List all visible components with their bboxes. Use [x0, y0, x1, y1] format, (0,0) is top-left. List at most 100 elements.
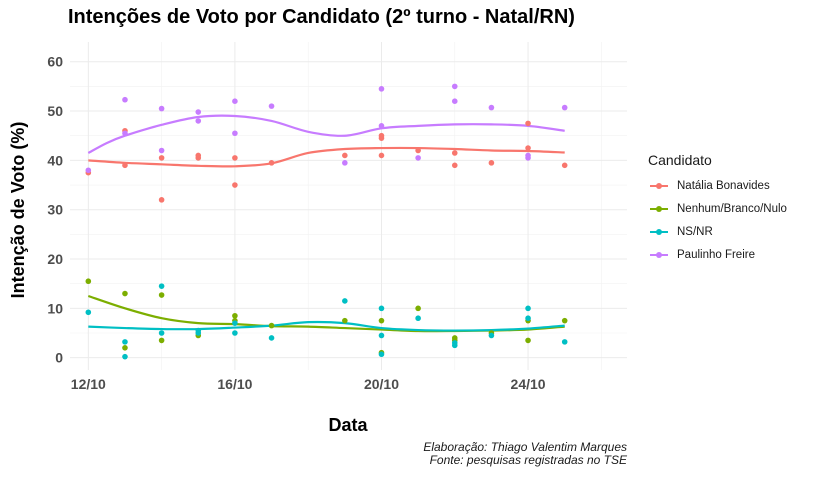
data-point-natalia-bonavides [158, 155, 165, 161]
data-point-nenhum-branco-nulo [378, 317, 385, 324]
caption-line-author: Elaboração: Thiago Valentim Marques [423, 440, 627, 454]
data-point-natalia-bonavides [378, 135, 385, 141]
legend-key [648, 225, 670, 239]
data-point-natalia-bonavides [232, 182, 238, 188]
data-point-ns-nr [488, 332, 495, 339]
data-point-paulinho-freire [122, 96, 128, 103]
legend-label: Nenhum/Branco/Nulo [677, 202, 787, 215]
y-tick-label: 0 [55, 350, 63, 366]
data-point-nenhum-branco-nulo [268, 322, 275, 329]
data-point-paulinho-freire [488, 104, 495, 111]
x-tick-label: 12/10 [71, 376, 106, 392]
legend-item-natalia-bonavides: Natália Bonavides [648, 174, 787, 197]
data-point-ns-nr [195, 330, 202, 336]
data-point-paulinho-freire [525, 155, 531, 161]
legend-key [648, 179, 670, 193]
x-tick-label: 24/10 [511, 376, 546, 392]
data-point-paulinho-freire [122, 130, 128, 137]
legend-label: Natália Bonavides [677, 179, 770, 192]
caption-line-source: Fonte: pesquisas registradas no TSE [429, 453, 627, 467]
data-point-natalia-bonavides [342, 152, 348, 159]
data-point-ns-nr [525, 305, 531, 312]
x-tick-label: 20/10 [364, 376, 399, 392]
data-point-natalia-bonavides [415, 147, 421, 154]
y-tick-label: 40 [47, 152, 63, 168]
trend-line-nenhum-branco-nulo [87, 294, 565, 333]
data-point-natalia-bonavides [488, 160, 495, 166]
data-point-paulinho-freire [232, 98, 238, 104]
x-axis-title: Data [328, 415, 368, 435]
data-point-paulinho-freire [158, 105, 165, 112]
data-point-paulinho-freire [158, 147, 165, 154]
data-point-nenhum-branco-nulo [85, 278, 92, 285]
data-point-ns-nr [378, 305, 385, 312]
data-point-ns-nr [122, 339, 128, 345]
data-point-nenhum-branco-nulo [525, 337, 531, 344]
data-point-paulinho-freire [378, 86, 385, 92]
data-point-ns-nr [232, 330, 238, 336]
trend-layer [87, 114, 565, 333]
data-point-paulinho-freire [451, 83, 458, 90]
data-point-natalia-bonavides [122, 162, 128, 169]
data-point-nenhum-branco-nulo [451, 335, 458, 341]
y-tick-label: 20 [47, 251, 63, 267]
x-tick-label: 16/10 [217, 376, 252, 392]
data-point-nenhum-branco-nulo [158, 337, 165, 344]
data-point-ns-nr [232, 320, 238, 326]
data-point-nenhum-branco-nulo [561, 317, 568, 324]
legend-item-nenhum-branco-nulo: Nenhum/Branco/Nulo [648, 197, 787, 220]
legend-key [648, 202, 670, 216]
data-point-natalia-bonavides [561, 162, 568, 169]
data-point-natalia-bonavides [451, 150, 458, 156]
data-point-nenhum-branco-nulo [232, 312, 238, 319]
legend: Candidato Natália Bonavides Nenhum/Branco… [648, 152, 787, 266]
legend-title: Candidato [648, 152, 712, 168]
data-point-natalia-bonavides [232, 155, 238, 161]
data-point-ns-nr [451, 340, 458, 346]
data-point-nenhum-branco-nulo [342, 317, 348, 324]
legend-label: NS/NR [677, 225, 713, 238]
y-tick-label: 10 [47, 300, 63, 316]
data-point-natalia-bonavides [451, 162, 458, 169]
data-point-nenhum-branco-nulo [122, 290, 128, 297]
y-tick-label: 60 [47, 54, 63, 70]
grid-layer [70, 42, 627, 370]
trend-line-paulinho-freire [87, 114, 565, 154]
point-layer [85, 83, 568, 360]
legend-label: Paulinho Freire [677, 248, 755, 261]
legend-item-ns-nr: NS/NR [648, 220, 787, 243]
data-point-ns-nr [342, 298, 348, 304]
data-point-paulinho-freire [268, 103, 275, 109]
data-point-natalia-bonavides [195, 155, 202, 161]
axis-layer: 0 10 20 30 40 50 60 12/10 16/10 20/10 24/10 [47, 54, 545, 392]
data-point-ns-nr [122, 353, 128, 360]
data-point-ns-nr [378, 332, 385, 339]
data-point-natalia-bonavides [525, 145, 531, 151]
data-point-paulinho-freire [195, 109, 202, 115]
data-point-nenhum-branco-nulo [158, 292, 165, 298]
data-point-natalia-bonavides [268, 160, 275, 166]
data-point-ns-nr [415, 315, 421, 322]
data-point-paulinho-freire [342, 160, 348, 166]
data-point-ns-nr [85, 309, 92, 316]
data-point-paulinho-freire [232, 130, 238, 137]
data-point-paulinho-freire [415, 155, 421, 161]
chart-title: Intenções de Voto por Candidato (2º turn… [68, 6, 575, 28]
data-point-nenhum-branco-nulo [122, 345, 128, 351]
legend-key [648, 248, 670, 262]
data-point-natalia-bonavides [525, 120, 531, 127]
data-point-ns-nr [158, 330, 165, 336]
data-point-paulinho-freire [195, 118, 202, 124]
data-point-paulinho-freire [378, 123, 385, 129]
data-point-ns-nr [525, 315, 531, 322]
trend-line-ns-nr [88, 320, 565, 332]
y-axis-title: Intenção de Voto (%) [8, 122, 28, 299]
data-point-ns-nr [158, 283, 165, 289]
data-point-natalia-bonavides [378, 152, 385, 159]
data-point-natalia-bonavides [158, 197, 165, 203]
data-point-ns-nr [268, 335, 275, 341]
legend-items: Natália Bonavides Nenhum/Branco/Nulo NS/NR… [648, 174, 787, 266]
legend-item-paulinho-freire: Paulinho Freire [648, 243, 787, 266]
caption: Elaboração: Thiago Valentim Marques Font… [423, 441, 627, 467]
